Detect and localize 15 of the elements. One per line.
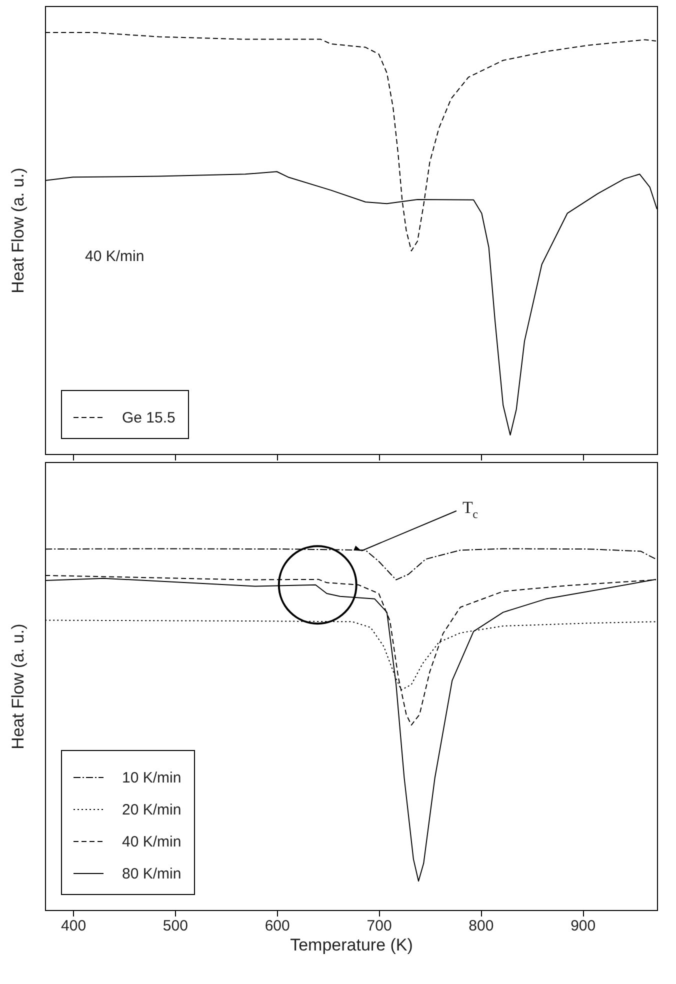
legend-label: 20 K/min [122, 802, 182, 818]
x-tick-label: 700 [366, 918, 392, 934]
y-axis-title: Heat Flow (a. u.) [8, 168, 28, 294]
x-axis-title: Temperature (K) [290, 936, 413, 954]
x-tick-label: 500 [162, 918, 188, 934]
x-tick-label: 900 [570, 918, 596, 934]
x-tick-label: 800 [468, 918, 494, 934]
legend-label: 80 K/min [122, 866, 182, 882]
legend-label: 10 K/min [122, 770, 182, 786]
annotation: 40 K/min [85, 248, 144, 265]
x-tick-label: 400 [61, 918, 86, 934]
legend-label: Ge 15.5 [122, 410, 176, 426]
legend-label: 40 K/min [122, 834, 182, 850]
y-axis-title: Heat Flow (a. u.) [8, 624, 28, 750]
x-tick-label: 600 [264, 918, 290, 934]
